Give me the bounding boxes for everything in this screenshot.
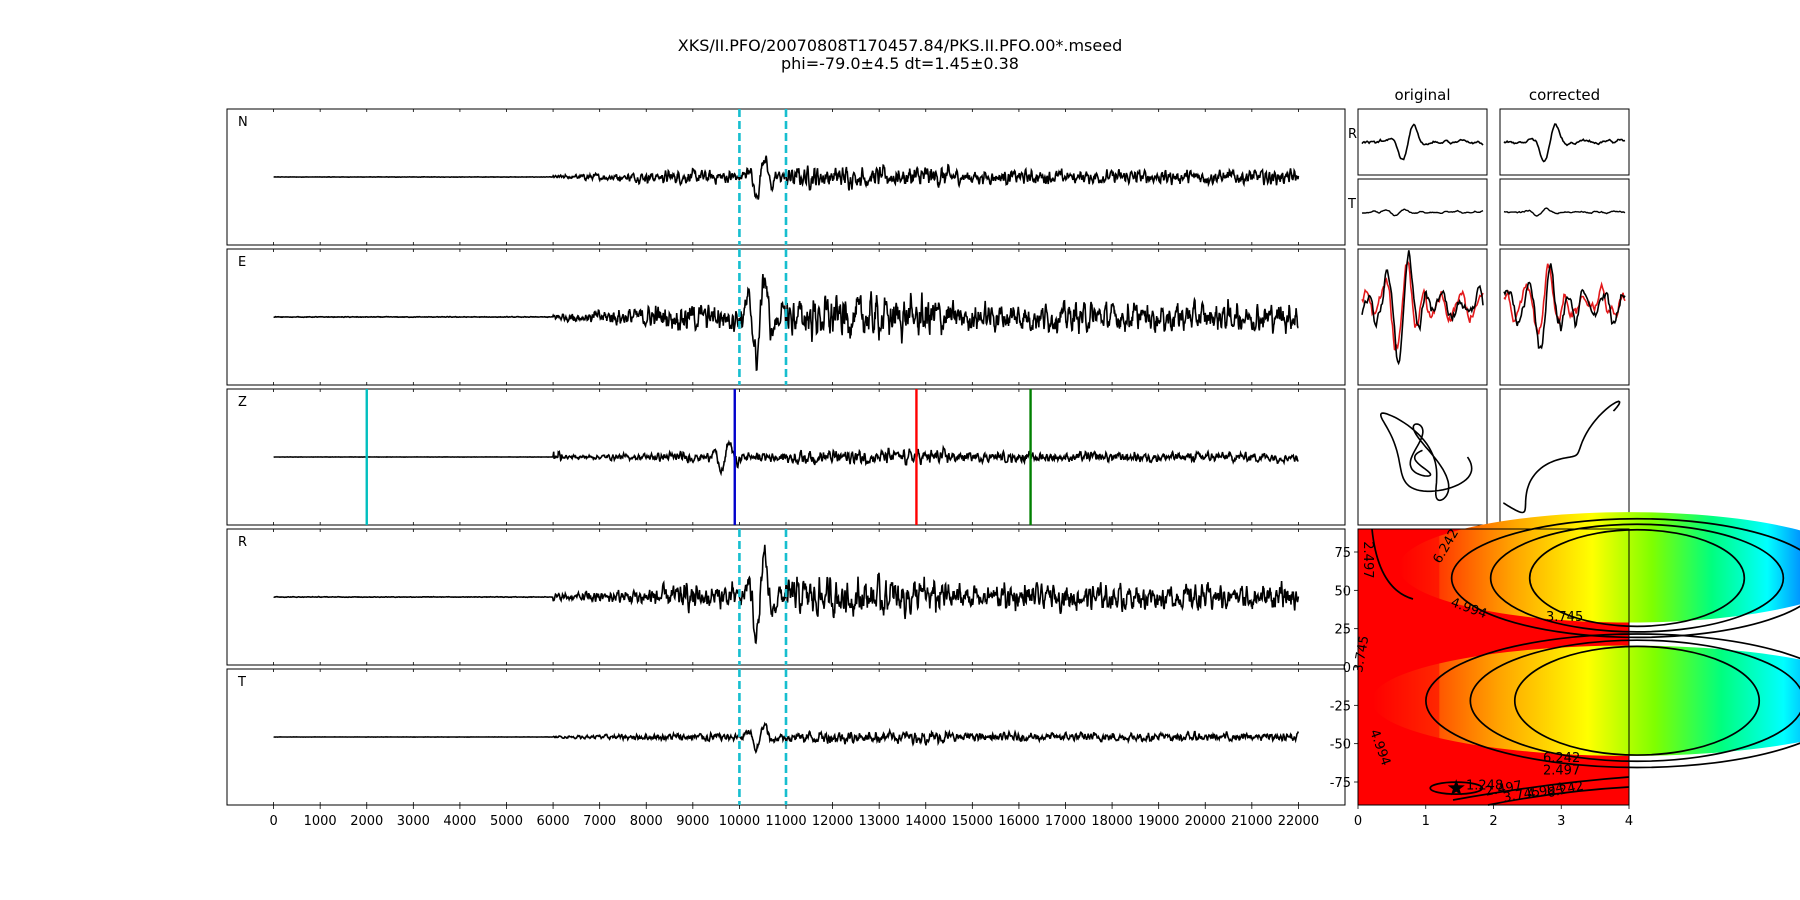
panel-e: E [226, 248, 1346, 386]
particle-box [1499, 108, 1630, 176]
figure-subtitle: phi=-79.0±4.5 dt=1.45±0.38 [781, 54, 1019, 73]
contour-label: 1.248 [1466, 779, 1503, 794]
panel-t: T [226, 668, 1346, 806]
x-tick-label: 1000 [304, 814, 337, 829]
x-tick-label: 1 [1422, 814, 1430, 829]
contour-label: 2.497 [1484, 779, 1523, 800]
contour [1371, 528, 1414, 600]
particle-box [1357, 108, 1488, 176]
x-tick-label: 2 [1489, 814, 1497, 829]
x-tick-label: 8000 [630, 814, 663, 829]
particle-box [1357, 388, 1488, 526]
y-tick-label: -25 [1330, 699, 1351, 714]
row-label: R [1348, 127, 1357, 142]
x-tick-label: 10000 [719, 814, 760, 829]
waveform-panels: N E Z R T 0 1000 2000 3000 4000 5000 6000 7000 8000 90… [226, 108, 1346, 829]
x-tick-label: 22000 [1278, 814, 1319, 829]
x-tick-label: 15000 [952, 814, 993, 829]
x-tick-label: 5000 [490, 814, 523, 829]
particle-box [1499, 178, 1630, 246]
y-tick-label: 50 [1334, 584, 1351, 599]
transverse-trace [1361, 208, 1484, 217]
contour [1469, 639, 1800, 763]
y-tick-label: 25 [1334, 623, 1351, 638]
x-tick-label: 12000 [812, 814, 853, 829]
reference-trace [1503, 263, 1626, 350]
x-tick-label: 0 [1354, 814, 1362, 829]
x-tick-label: 17000 [1045, 814, 1086, 829]
row-label: T [1347, 197, 1356, 212]
contour-label: 2.497 [1543, 763, 1580, 778]
x-tick-label: 11000 [765, 814, 806, 829]
x-tick-label: 4 [1625, 814, 1633, 829]
transverse-trace [1503, 207, 1626, 217]
surface-lobe-lower [1371, 645, 1800, 756]
contour-label: 6.242 [1543, 751, 1580, 766]
contour-label: 2.497 [1360, 541, 1375, 578]
contour [1452, 776, 1630, 801]
contour-label: 3.745 [1502, 785, 1541, 806]
y-tick-label: 75 [1334, 546, 1351, 561]
surface-min-band [1358, 529, 1440, 805]
contour [1489, 523, 1785, 633]
panel-label: T [237, 675, 246, 690]
contour [1450, 517, 1800, 639]
figure-title: XKS/II.PFO/20070808T170457.84/PKS.II.PFO… [677, 36, 1123, 55]
x-tick-label: 0 [269, 814, 277, 829]
waveform-trace [273, 439, 1299, 477]
panel-label: N [238, 115, 248, 130]
column-title: corrected [1529, 86, 1600, 104]
x-tick-label: 20000 [1185, 814, 1226, 829]
contour-label: 3.745 [1351, 635, 1372, 674]
column-title: original [1394, 86, 1450, 104]
x-tick-label: 21000 [1231, 814, 1272, 829]
particle-box [1499, 248, 1630, 386]
radial-trace [1361, 123, 1484, 161]
x-tick-label: 13000 [858, 814, 899, 829]
panel-r: R [226, 528, 1346, 666]
particle-motion [1503, 400, 1621, 514]
shifted-trace [1361, 259, 1484, 352]
x-tick-label: 3000 [397, 814, 430, 829]
reference-trace [1361, 250, 1484, 366]
particle-motion [1380, 412, 1473, 502]
particle-panels: original corrected R T [1347, 86, 1630, 526]
contour [1513, 645, 1761, 756]
panel-label: R [238, 535, 247, 550]
shifted-trace [1503, 263, 1626, 335]
contour [1487, 786, 1630, 806]
x-tick-label: 7000 [583, 814, 616, 829]
x-tick-label: 6000 [537, 814, 570, 829]
x-tick-label: 2000 [350, 814, 383, 829]
contour [1528, 528, 1746, 628]
x-tick-label: 19000 [1138, 814, 1179, 829]
panel-n: N [226, 108, 1346, 246]
particle-box [1357, 248, 1488, 386]
panel-label: Z [238, 395, 247, 410]
panel-z: Z [226, 388, 1346, 526]
particle-box [1499, 388, 1630, 526]
radial-trace [1503, 123, 1626, 163]
best-fit-star [1447, 779, 1465, 796]
x-tick-label: 18000 [1091, 814, 1132, 829]
waveform-trace [273, 721, 1300, 755]
y-tick-label: -75 [1330, 776, 1351, 791]
y-tick-label: 0 [1343, 661, 1351, 676]
contour-label: 3.745 [1546, 610, 1583, 625]
x-tick-label: 9000 [676, 814, 709, 829]
x-tick-label: 4000 [443, 814, 476, 829]
x-tick-label: 16000 [998, 814, 1039, 829]
x-tick-label: 3 [1557, 814, 1565, 829]
particle-box [1357, 178, 1488, 246]
contour-lines [1371, 517, 1800, 806]
x-tick-label: 14000 [905, 814, 946, 829]
panel-label: E [238, 255, 246, 270]
contour [1425, 633, 1800, 769]
y-tick-label: -50 [1330, 738, 1351, 753]
